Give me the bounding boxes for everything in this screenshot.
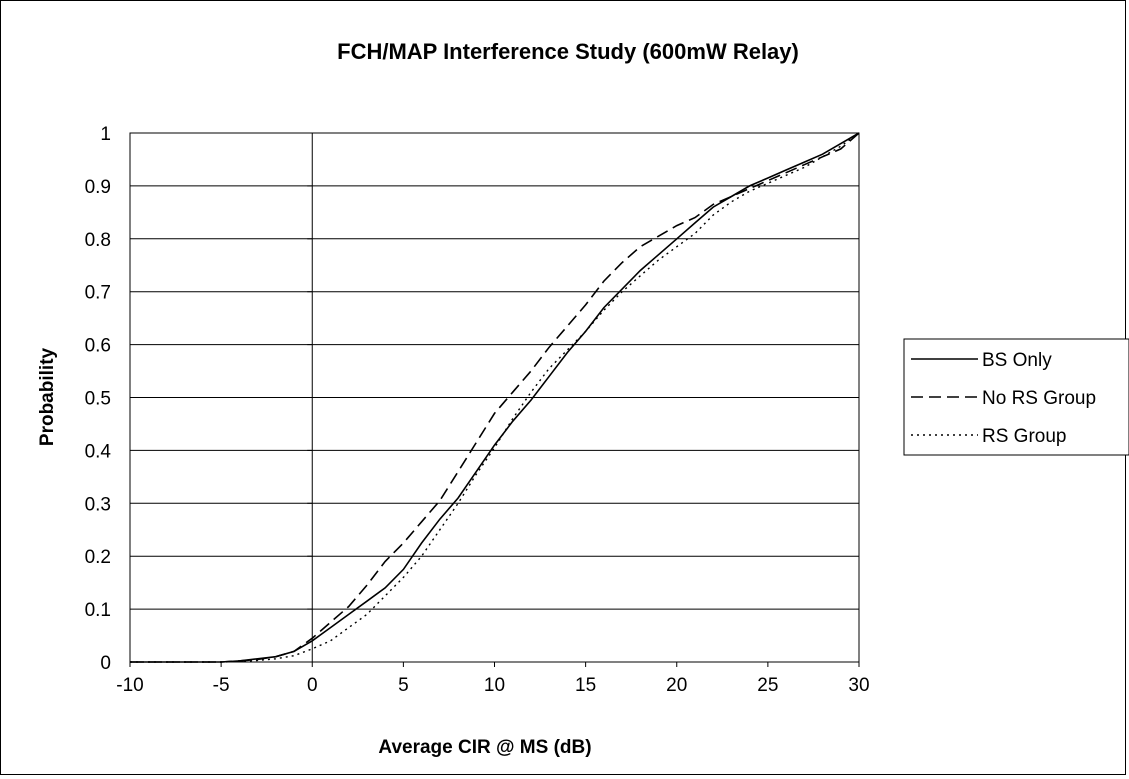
legend-label: No RS Group bbox=[982, 388, 1096, 409]
y-axis-title: Probability bbox=[37, 347, 58, 446]
y-tick-label: 0.5 bbox=[85, 389, 111, 410]
y-tick-label: 0.9 bbox=[85, 177, 111, 198]
x-tick-label: 10 bbox=[484, 675, 505, 696]
y-tick-label: 0.2 bbox=[85, 547, 111, 568]
legend-label: RS Group bbox=[982, 426, 1066, 447]
series-line-bs-only bbox=[130, 132, 860, 663]
x-tick-labels: -10 -5 0 5 10 15 20 25 30 bbox=[116, 662, 870, 696]
series-line-no-rs-group bbox=[130, 132, 860, 663]
y-tick-label: 0.8 bbox=[85, 230, 111, 251]
y-tick-label: 0.1 bbox=[85, 600, 111, 621]
x-tick-label: 25 bbox=[757, 675, 778, 696]
y-tick-labels: 0 0.1 0.2 0.3 0.4 0.5 0.6 0.7 0.8 0.9 1 bbox=[85, 124, 313, 674]
y-tick-label: 1 bbox=[100, 124, 111, 145]
x-tick-label: 0 bbox=[307, 675, 318, 696]
x-axis-title: Average CIR @ MS (dB) bbox=[378, 737, 591, 758]
gridlines bbox=[130, 185, 859, 610]
x-tick-label: 15 bbox=[575, 675, 596, 696]
x-tick-label: 5 bbox=[398, 675, 409, 696]
chart-title: FCH/MAP Interference Study (600mW Relay) bbox=[337, 39, 799, 64]
y-tick-label: 0.3 bbox=[85, 494, 111, 515]
y-tick-label: 0.6 bbox=[85, 336, 111, 357]
series-lines bbox=[130, 132, 860, 663]
legend-label: BS Only bbox=[982, 350, 1052, 371]
y-tick-label: 0.4 bbox=[85, 441, 112, 462]
legend: BS Only No RS Group RS Group bbox=[903, 338, 1129, 456]
y-tick-label: 0 bbox=[100, 653, 111, 674]
x-tick-label: -10 bbox=[116, 675, 143, 696]
x-tick-label: 30 bbox=[848, 675, 869, 696]
y-tick-label: 0.7 bbox=[85, 283, 111, 304]
x-tick-label: -5 bbox=[213, 675, 230, 696]
x-tick-label: 20 bbox=[666, 675, 687, 696]
